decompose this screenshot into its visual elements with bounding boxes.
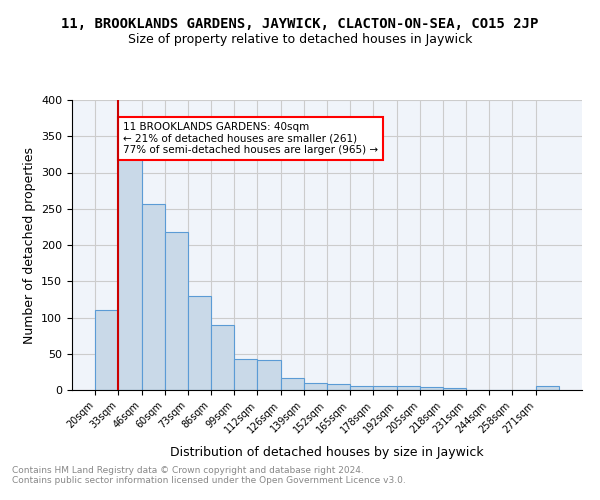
Bar	[327, 384, 350, 390]
Bar	[118, 152, 142, 390]
X-axis label: Distribution of detached houses by size in Jaywick: Distribution of detached houses by size …	[170, 446, 484, 458]
Text: 11, BROOKLANDS GARDENS, JAYWICK, CLACTON-ON-SEA, CO15 2JP: 11, BROOKLANDS GARDENS, JAYWICK, CLACTON…	[61, 18, 539, 32]
Bar	[234, 359, 257, 390]
Bar	[211, 326, 234, 390]
Bar	[443, 388, 466, 390]
Bar	[373, 386, 397, 390]
Y-axis label: Number of detached properties: Number of detached properties	[23, 146, 35, 344]
Text: Size of property relative to detached houses in Jaywick: Size of property relative to detached ho…	[128, 32, 472, 46]
Bar	[350, 386, 373, 390]
Bar	[95, 310, 118, 390]
Bar	[304, 384, 327, 390]
Bar	[257, 360, 281, 390]
Bar	[397, 386, 420, 390]
Bar	[420, 387, 443, 390]
Bar	[142, 204, 165, 390]
Bar	[188, 296, 211, 390]
Text: 11 BROOKLANDS GARDENS: 40sqm
← 21% of detached houses are smaller (261)
77% of s: 11 BROOKLANDS GARDENS: 40sqm ← 21% of de…	[123, 122, 378, 155]
Bar	[165, 232, 188, 390]
Bar	[281, 378, 304, 390]
Bar	[536, 386, 559, 390]
Text: Contains HM Land Registry data © Crown copyright and database right 2024.
Contai: Contains HM Land Registry data © Crown c…	[12, 466, 406, 485]
